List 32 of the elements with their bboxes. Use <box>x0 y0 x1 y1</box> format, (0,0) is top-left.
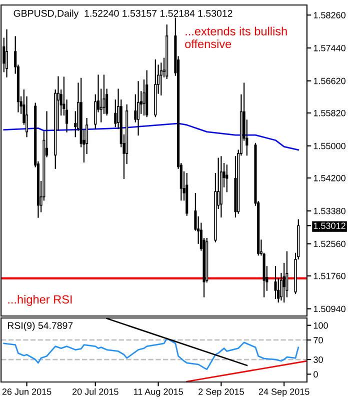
chart-title: GBPUSD,Daily 1.52240 1.53157 1.52184 1.53012 <box>14 10 232 19</box>
candlestick <box>5 29 8 78</box>
annotation: ...extends its bullish offensive <box>185 26 287 48</box>
y-tick-label: 1.55000 <box>314 142 346 150</box>
x-tick-label: 24 Sep 2015 <box>258 388 310 397</box>
x-tick-label: 20 Jul 2015 <box>72 388 118 395</box>
candlestick <box>137 81 140 136</box>
chart-title: RSI(9) 54.7897 <box>8 322 73 331</box>
y-tick-label: 1.54200 <box>314 174 346 182</box>
annotation: ...higher RSI <box>8 294 72 306</box>
candlestick <box>274 266 277 299</box>
y-tick-label: 100 <box>314 322 328 329</box>
candlestick <box>282 262 286 303</box>
y-tick-label: 1.56620 <box>314 78 346 84</box>
y-tick-label: 1.50940 <box>314 306 346 312</box>
y-tick-label: 70 <box>314 336 323 344</box>
line-series <box>3 338 300 370</box>
y-tick-label: 1.53012 <box>314 222 346 229</box>
y-tick-label: 1.52560 <box>314 240 346 248</box>
y-tick-label: 1.55820 <box>314 110 346 116</box>
y-tick-label: 1.53380 <box>314 208 346 214</box>
y-tick-label: 1.51760 <box>314 272 346 280</box>
y-tick-label: 1.57440 <box>314 44 346 52</box>
candlestick <box>226 164 228 192</box>
y-tick-label: 1.58260 <box>314 12 346 18</box>
line-series <box>3 122 300 151</box>
x-tick-label: 2 Sep 2015 <box>198 388 244 397</box>
x-tick-label: 26 Jun 2015 <box>2 388 52 395</box>
candlestick <box>142 79 146 116</box>
y-tick-label: 0 <box>314 371 318 378</box>
y-tick-label: 30 <box>314 356 323 363</box>
x-tick-label: 11 Aug 2015 <box>134 388 183 397</box>
